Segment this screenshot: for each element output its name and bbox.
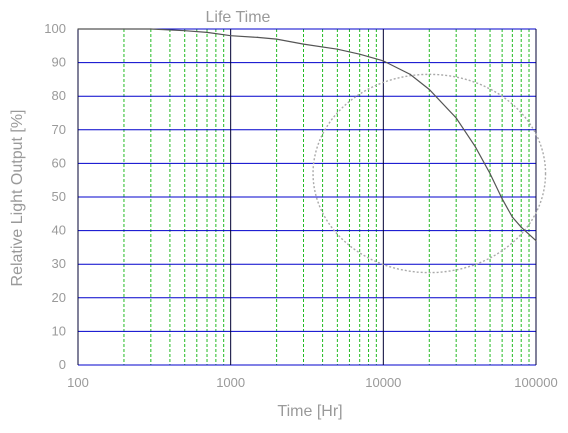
y-tick-label: 40 bbox=[52, 223, 66, 238]
x-tick-label: 100 bbox=[67, 375, 89, 390]
y-tick-label: 100 bbox=[44, 21, 66, 36]
data-point bbox=[409, 73, 411, 75]
data-point bbox=[230, 35, 232, 37]
data-point bbox=[184, 30, 186, 32]
x-tick-label: 10000 bbox=[365, 375, 401, 390]
data-point bbox=[382, 60, 384, 62]
y-tick-labels: 0 10 20 30 40 50 60 70 80 90 100 bbox=[44, 21, 66, 372]
life-time-curve bbox=[78, 28, 537, 242]
data-point bbox=[359, 53, 361, 55]
data-point bbox=[474, 146, 476, 148]
y-tick-label: 20 bbox=[52, 290, 66, 305]
data-point bbox=[520, 226, 522, 228]
data-point bbox=[276, 38, 278, 40]
annotation-ellipse bbox=[312, 73, 547, 274]
x-tick-labels: 100 1000 10000 100000 bbox=[67, 375, 558, 390]
y-tick-label: 80 bbox=[52, 88, 66, 103]
series-group bbox=[77, 28, 537, 242]
x-axis-label: Time [Hr] bbox=[277, 403, 342, 420]
data-point bbox=[336, 48, 338, 50]
y-axis-label: Relative Light Output [%] bbox=[9, 110, 26, 287]
data-point bbox=[489, 172, 491, 175]
y-tick-label: 60 bbox=[52, 155, 66, 170]
major-x-grid bbox=[77, 29, 537, 365]
data-point bbox=[455, 117, 457, 119]
y-tick-label: 50 bbox=[52, 189, 66, 204]
data-point bbox=[256, 36, 259, 39]
data-point bbox=[77, 28, 79, 30]
major-y-grid bbox=[78, 28, 536, 366]
data-point bbox=[428, 88, 430, 91]
x-tick-label: 100000 bbox=[514, 375, 557, 390]
y-tick-label: 0 bbox=[59, 357, 66, 372]
y-tick-label: 30 bbox=[52, 256, 66, 271]
data-point bbox=[535, 240, 537, 242]
y-tick-label: 70 bbox=[52, 122, 66, 137]
data-point bbox=[511, 216, 513, 218]
data-point bbox=[123, 28, 125, 30]
x-tick-label: 1000 bbox=[216, 375, 245, 390]
chart-title: Life Time bbox=[206, 9, 271, 26]
data-point bbox=[150, 28, 152, 30]
annotation-ellipse-group bbox=[312, 73, 547, 274]
y-tick-label: 10 bbox=[52, 323, 66, 338]
data-point bbox=[302, 43, 305, 45]
data-point bbox=[501, 198, 503, 200]
y-tick-label: 90 bbox=[52, 55, 66, 70]
data-point bbox=[206, 31, 208, 33]
